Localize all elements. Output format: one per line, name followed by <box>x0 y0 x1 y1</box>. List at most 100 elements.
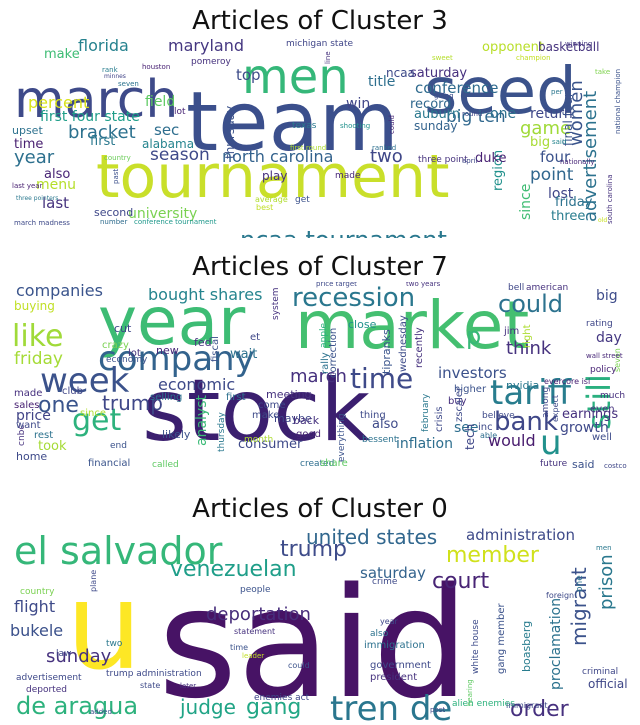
word-winning: winning <box>565 40 592 48</box>
word-tournament: tournament <box>96 142 450 212</box>
word-el-salvador: el salvador <box>14 529 223 573</box>
word-rating: rating <box>586 319 613 329</box>
word-immigration: immigration <box>364 640 425 651</box>
word-week: week <box>40 361 130 401</box>
word-statement: statement <box>234 627 275 636</box>
word-people: people <box>240 585 271 595</box>
word-get: get <box>295 195 310 205</box>
word-one: one <box>490 106 516 122</box>
word-et: et <box>250 332 260 343</box>
word-menu: menu <box>36 177 76 193</box>
word-number: number <box>100 218 127 226</box>
word-price: price <box>16 408 51 424</box>
word-florida: florida <box>78 38 129 55</box>
word-bank: bank <box>494 407 558 437</box>
word-first: first <box>90 134 115 149</box>
word-first: first <box>226 392 246 403</box>
cluster-3-panel: Articles of Cluster 3 tournament team se… <box>0 0 640 240</box>
word-houston: houston <box>142 63 170 71</box>
word-could: could <box>288 661 310 670</box>
word-made: made <box>335 171 361 181</box>
word-migrant: migrant <box>567 567 591 646</box>
word-big: big <box>596 288 618 304</box>
word-crisis: crisis <box>434 406 445 432</box>
word-share: share <box>320 458 348 469</box>
word-alien-enemies: alien enemies <box>452 699 515 709</box>
word-zscaler: zscaler <box>454 386 465 422</box>
word-company: company <box>98 339 255 379</box>
word-u: u <box>540 423 562 463</box>
word-economic: economic <box>158 375 235 394</box>
word-tipranks: tipranks <box>380 329 393 374</box>
word-bought-shares: bought shares <box>148 285 262 304</box>
word-first-round: first round <box>290 144 326 152</box>
word-team: team <box>186 75 399 170</box>
word-growth: growth <box>560 420 609 436</box>
word-buy: buy <box>448 396 467 407</box>
word-correction: correction <box>328 328 339 378</box>
word-michigan-state: michigan state <box>286 39 353 49</box>
word-north-carolina: north carolina <box>222 147 333 166</box>
word-lot: lot <box>128 348 141 359</box>
word-immigrant: immigrant <box>506 701 548 710</box>
word-proclamation: proclamation <box>548 598 564 690</box>
word-companies: companies <box>16 282 103 300</box>
word-future: future <box>540 459 568 469</box>
word-costco: costco <box>604 462 627 470</box>
word-buying: buying <box>14 299 55 313</box>
word-end: end <box>110 441 127 451</box>
word-could: could <box>498 290 563 318</box>
word-nvidia: nvidia <box>506 379 539 392</box>
word-venezuelan: venezuelan <box>170 557 297 582</box>
word-state: state <box>140 681 160 690</box>
word-sunday: sunday <box>46 646 112 667</box>
cloud-background <box>10 282 630 482</box>
word-see: see <box>454 420 479 436</box>
word-meeting: meeting <box>266 388 312 401</box>
word-april: april <box>462 157 478 165</box>
word-wait: wait <box>230 347 257 362</box>
word-also: also <box>372 417 398 432</box>
word-game: game <box>520 118 571 139</box>
word-one: one <box>38 393 79 418</box>
word-investors: investors <box>438 364 507 382</box>
word-men: men <box>596 544 612 552</box>
word-second: second <box>94 206 133 219</box>
word-jim: jim <box>503 326 519 337</box>
word-everything: everything <box>337 413 347 462</box>
word-alabama: alabama <box>142 137 194 151</box>
word-analyst: analyst <box>194 395 210 447</box>
word-like: like <box>12 319 63 354</box>
word-well: well <box>592 432 612 443</box>
word-created: created <box>300 459 334 469</box>
word-sales: sales <box>14 400 39 411</box>
word-lost: lost <box>548 186 574 202</box>
word-trump: trump <box>102 391 163 415</box>
word-take: take <box>595 68 610 76</box>
word-advertisement: advertisement <box>16 673 82 683</box>
word-sweet: sweet <box>432 54 453 62</box>
word-plane: plane <box>89 570 98 592</box>
word-final-four: final four <box>561 92 575 146</box>
word-u: u <box>66 558 142 697</box>
word-consumer: consumer <box>238 437 303 452</box>
word-basketball: basketball <box>538 40 599 54</box>
word-women: women <box>566 80 587 146</box>
word-believe: believe <box>482 411 515 421</box>
word-three-point: three point <box>418 155 468 165</box>
word-post: post <box>430 706 445 714</box>
word-p: p <box>466 322 481 350</box>
word-deportation: deportation <box>206 604 311 625</box>
cloud-background <box>10 528 630 724</box>
word-men: men <box>242 49 349 105</box>
word-deported: deported <box>26 685 67 695</box>
word-de-aragua: de aragua <box>16 692 138 720</box>
word-since: since <box>80 408 106 419</box>
word-first-four-state: first four state <box>40 109 140 125</box>
word-criminal: criminal <box>582 667 618 677</box>
word-rest: rest <box>34 430 53 441</box>
word-seed: seed <box>424 55 577 129</box>
word-expect: expect <box>551 395 560 422</box>
word-inc: inc <box>478 422 493 433</box>
word-lot: lot <box>174 107 186 117</box>
